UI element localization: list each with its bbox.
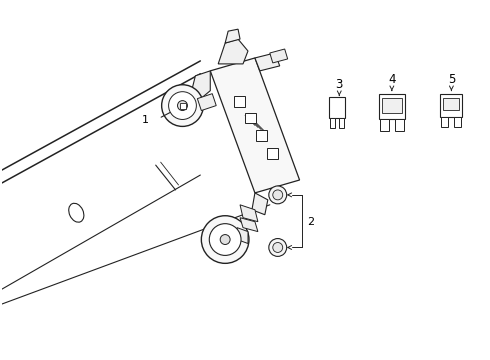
Ellipse shape <box>69 203 84 222</box>
Circle shape <box>177 100 188 111</box>
Circle shape <box>273 243 283 252</box>
Bar <box>267 148 278 159</box>
Bar <box>443 98 459 109</box>
Polygon shape <box>210 58 299 193</box>
Polygon shape <box>191 71 210 100</box>
Circle shape <box>269 186 287 204</box>
Text: 2: 2 <box>308 217 315 227</box>
Polygon shape <box>270 49 288 63</box>
Bar <box>245 113 256 123</box>
Bar <box>330 118 335 129</box>
Polygon shape <box>240 218 258 231</box>
Bar <box>395 120 404 131</box>
Polygon shape <box>237 228 248 243</box>
Circle shape <box>162 85 203 126</box>
Bar <box>441 117 448 127</box>
Circle shape <box>220 235 230 244</box>
Polygon shape <box>225 29 240 43</box>
Bar <box>454 117 461 127</box>
Bar <box>179 103 187 109</box>
Bar <box>234 96 245 107</box>
Text: 3: 3 <box>336 78 343 91</box>
Text: 4: 4 <box>388 73 395 86</box>
Circle shape <box>269 239 287 256</box>
Polygon shape <box>252 193 268 215</box>
Bar <box>256 130 267 141</box>
Polygon shape <box>197 94 216 111</box>
Text: 5: 5 <box>448 73 455 86</box>
Circle shape <box>169 92 196 120</box>
Polygon shape <box>240 205 258 222</box>
Text: 1: 1 <box>142 116 149 126</box>
Circle shape <box>209 224 241 255</box>
Bar <box>379 94 405 120</box>
Circle shape <box>273 190 283 200</box>
Bar <box>329 96 345 118</box>
Polygon shape <box>218 39 248 64</box>
Bar <box>382 98 402 113</box>
Bar <box>441 94 462 117</box>
Bar <box>380 120 389 131</box>
Polygon shape <box>255 53 280 71</box>
Bar <box>339 118 344 129</box>
Circle shape <box>201 216 249 264</box>
